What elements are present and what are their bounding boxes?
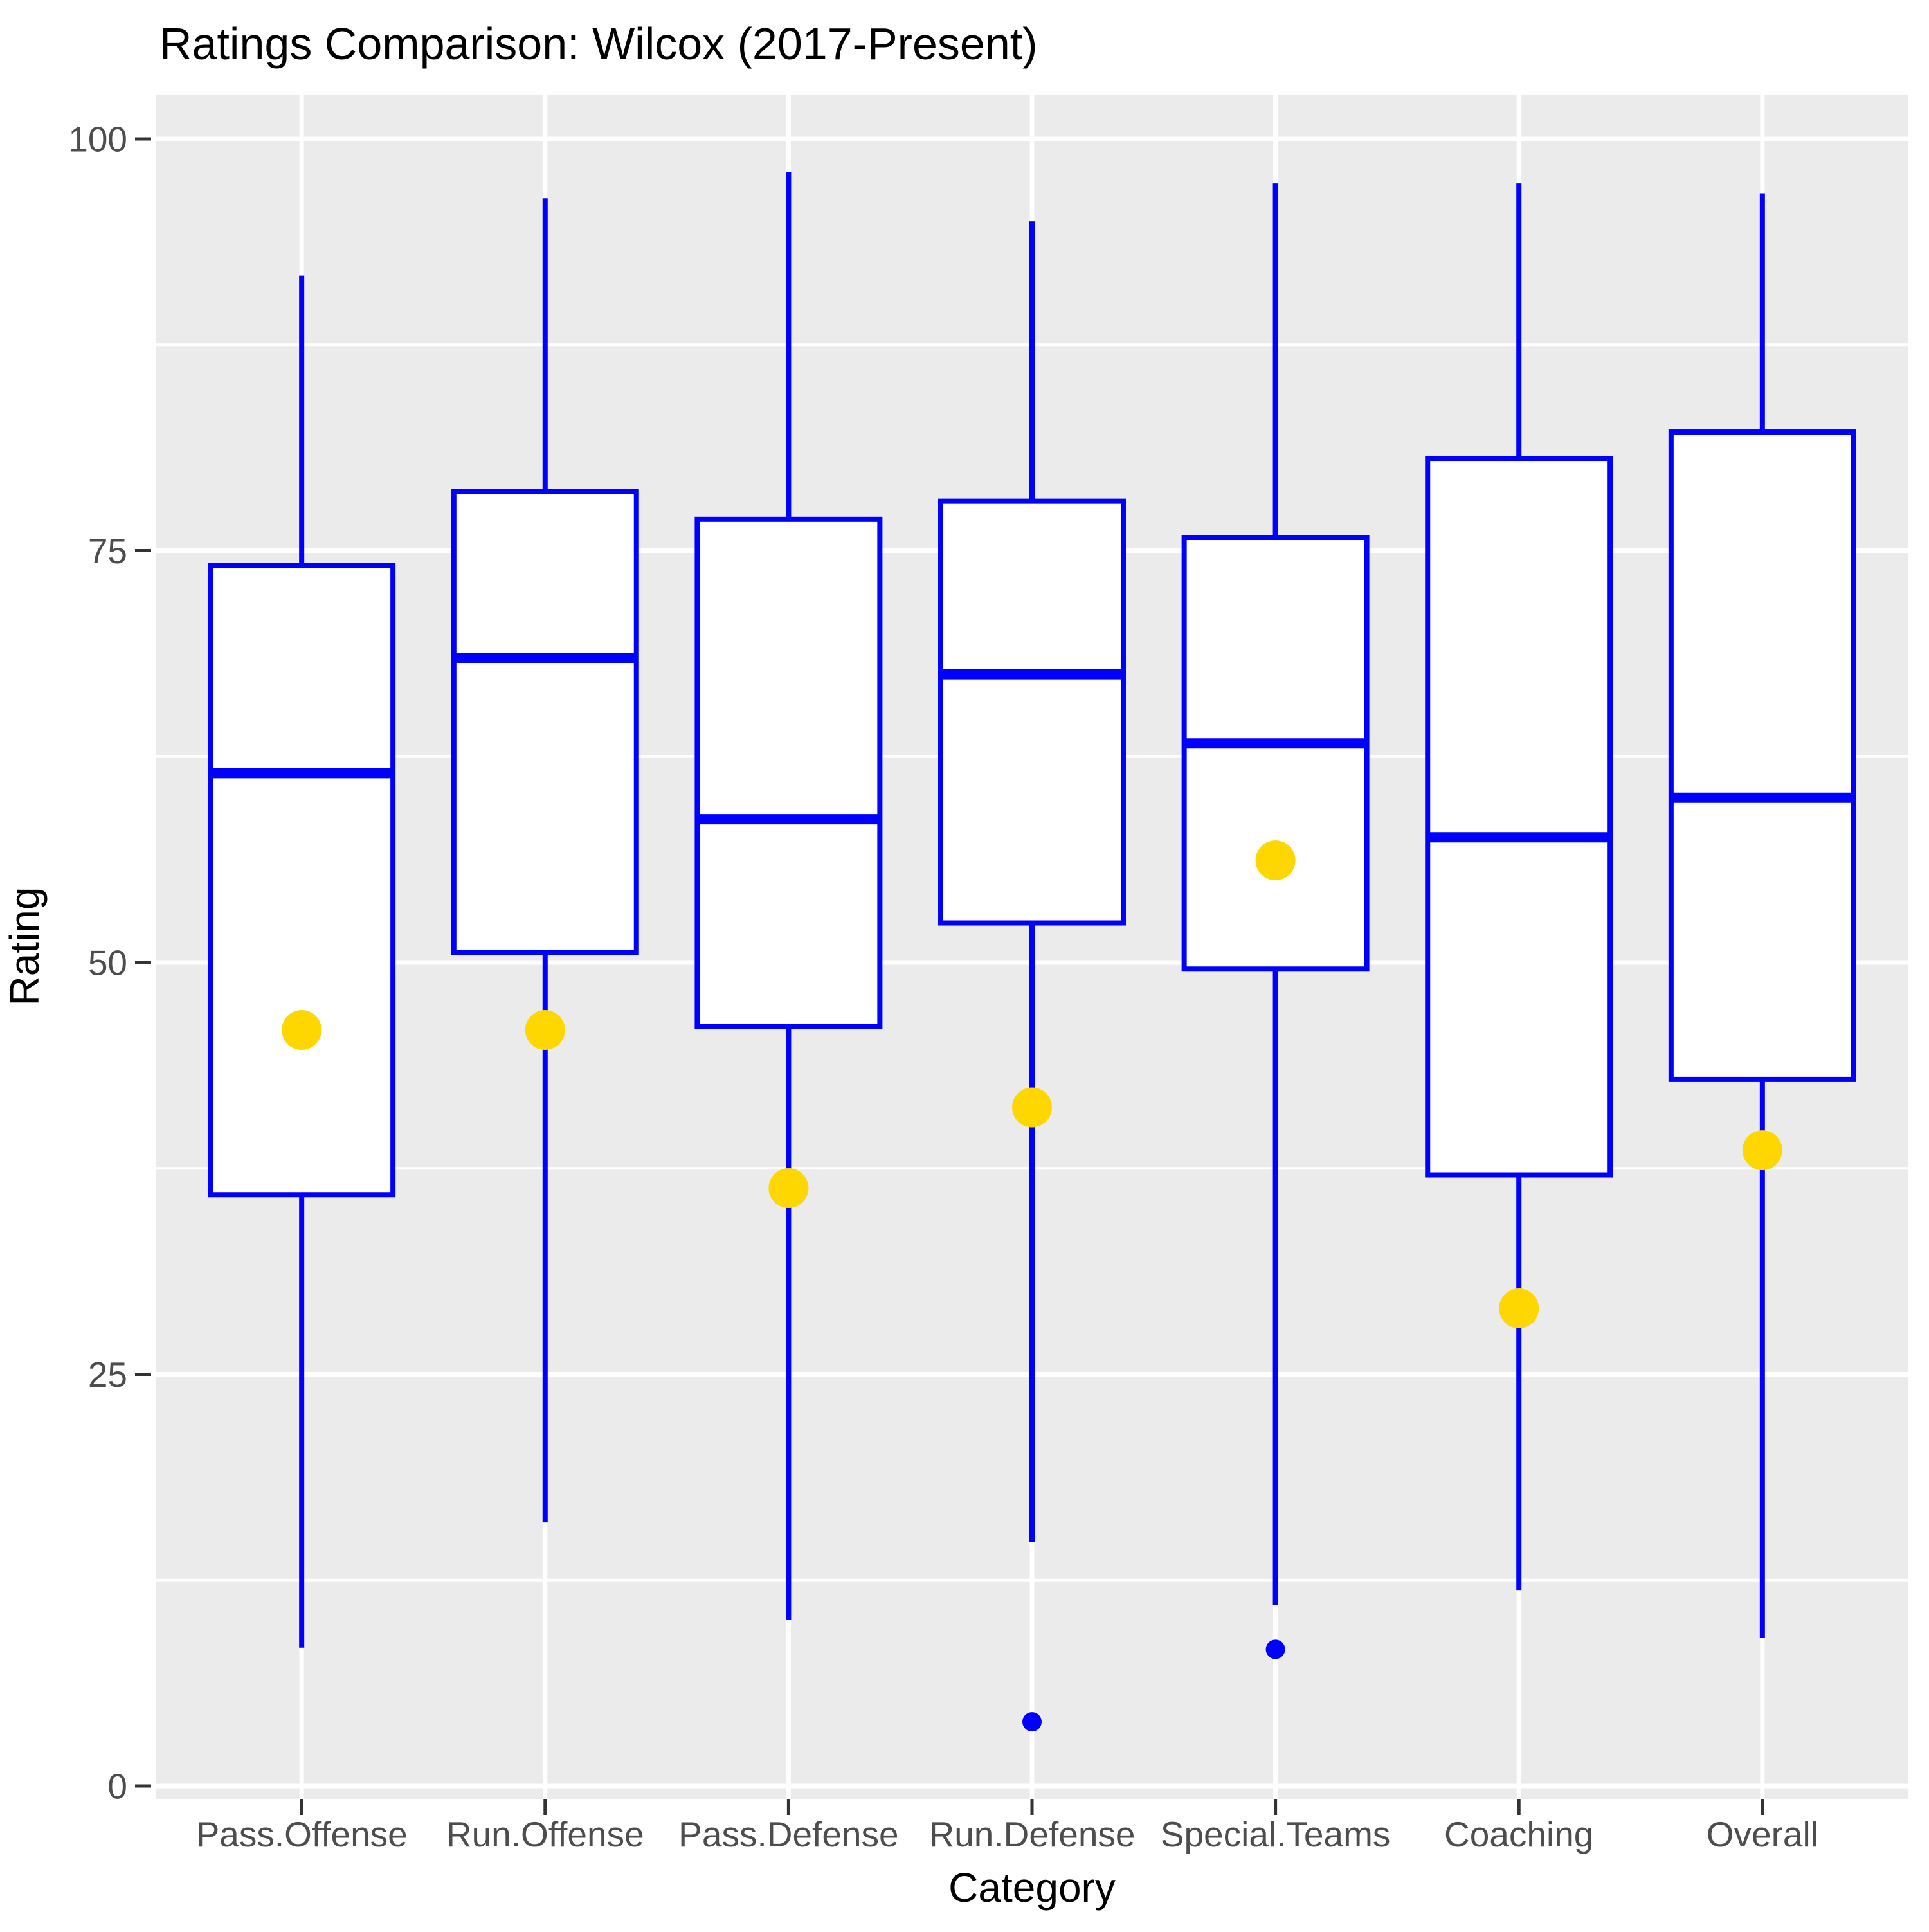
boxplot-Pass.Defense: [694, 172, 883, 1620]
iqr-box: [451, 489, 639, 955]
y-axis-title: Rating: [1, 887, 48, 1006]
iqr-box: [938, 498, 1126, 926]
highlight-dot: [768, 1168, 809, 1208]
y-tick-label: 100: [68, 119, 127, 159]
x-tick-label: Pass.Offense: [196, 1814, 408, 1854]
x-tick-label: Run.Defense: [928, 1814, 1135, 1854]
x-tick-label: Special.Teams: [1161, 1814, 1391, 1854]
iqr-box: [1181, 535, 1370, 972]
highlight-dot: [1499, 1288, 1539, 1329]
boxplot-Run.Offense: [451, 198, 639, 1523]
boxplot-Run.Defense: [938, 221, 1126, 1732]
boxplot-Overall: [1668, 193, 1856, 1638]
x-tick-label: Overall: [1707, 1814, 1818, 1854]
y-tick-label: 50: [88, 943, 127, 982]
x-tick-label: Coaching: [1444, 1814, 1593, 1854]
highlight-dot: [525, 1010, 565, 1051]
iqr-box: [694, 516, 883, 1029]
iqr-box: [1668, 429, 1856, 1082]
chart-title: Ratings Comparison: Wilcox (2017-Present…: [159, 19, 1038, 69]
boxplot-Special.Teams: [1181, 183, 1370, 1659]
outlier-dot: [1265, 1639, 1285, 1659]
outlier-dot: [1022, 1712, 1042, 1732]
boxplot-Pass.Offense: [208, 275, 396, 1648]
axis-tick-marks: [135, 137, 1764, 1815]
highlight-dot: [1012, 1087, 1052, 1128]
iqr-box: [1425, 456, 1613, 1178]
iqr-box: [208, 563, 396, 1198]
highlight-dot: [282, 1010, 322, 1051]
highlight-dot: [1255, 840, 1296, 881]
axis-tick-labels: 0 25 50 75 100 Pass.Offense Run.Offense Pass.De…: [68, 119, 1818, 1854]
highlight-dot: [1742, 1130, 1782, 1171]
boxplot-Coaching: [1425, 183, 1613, 1591]
y-tick-label: 75: [88, 531, 127, 571]
y-tick-label: 25: [88, 1355, 127, 1395]
y-tick-label: 0: [107, 1766, 127, 1806]
x-tick-label: Pass.Defense: [678, 1814, 898, 1854]
x-axis-title: Category: [948, 1864, 1116, 1911]
boxplots: [208, 172, 1856, 1732]
x-tick-label: Run.Offense: [446, 1814, 644, 1854]
highlight-dots: [282, 840, 1782, 1329]
